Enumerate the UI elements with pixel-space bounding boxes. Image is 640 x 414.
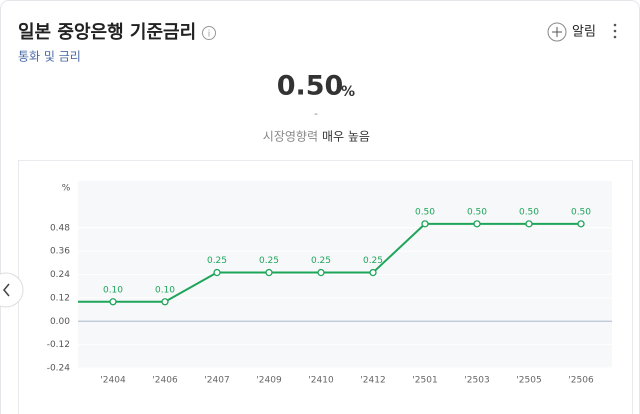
x-tick-label: '2404 — [100, 376, 126, 386]
value-label: 0.25 — [259, 256, 279, 266]
y-tick-label: -0.24 — [47, 364, 71, 374]
value-label: 0.10 — [103, 285, 123, 295]
current-unit: % — [341, 84, 355, 100]
y-tick-label: 0.48 — [50, 223, 70, 233]
point — [473, 220, 481, 228]
x-tick-label: '2505 — [516, 376, 541, 386]
subtitle: 통화 및 금리 — [18, 50, 81, 64]
y-unit: % — [62, 184, 71, 194]
point — [369, 268, 377, 277]
point — [525, 220, 533, 228]
impact-label: 시장영향력 — [263, 130, 318, 144]
point — [109, 298, 117, 306]
y-tick-label: 0.36 — [50, 247, 70, 257]
y-tick-label: 0.24 — [50, 270, 70, 280]
prev-button[interactable] — [0, 272, 24, 308]
prev-arrow — [3, 283, 10, 297]
value-label: 0.50 — [519, 207, 539, 217]
current-value: 0.50 — [277, 71, 344, 102]
point — [161, 298, 169, 306]
plus-icon — [547, 22, 567, 42]
x-tick-label: '2412 — [360, 376, 385, 386]
y-tick-label: -0.12 — [47, 340, 70, 350]
value-label: 0.25 — [207, 256, 227, 266]
point — [577, 220, 585, 228]
info-glyph: i — [208, 30, 211, 40]
value-label: 0.50 — [415, 207, 435, 217]
y-tick-label: 0.00 — [50, 317, 70, 327]
value-label: 0.50 — [571, 207, 591, 217]
title: 일본 중앙은행 기준금리 — [18, 22, 196, 43]
plot: % -0.24 -0.12 0.00 0.12 0.24 0.36 0.48 '2404 '240… — [47, 184, 612, 386]
impact-value: 매우 높음 — [322, 130, 370, 144]
point — [265, 268, 273, 277]
point — [213, 268, 221, 277]
value-label: 0.10 — [155, 285, 175, 295]
x-tick-label: '2410 — [308, 376, 334, 386]
value-label: 0.25 — [311, 256, 331, 266]
alert-button[interactable]: 알림 — [547, 22, 596, 42]
x-tick-label: '2506 — [568, 376, 594, 386]
x-tick-label: '2406 — [152, 376, 178, 386]
x-tick-label: '2503 — [464, 376, 489, 386]
more-menu[interactable] — [613, 23, 617, 39]
x-tick-label: '2501 — [412, 376, 437, 386]
series-line — [113, 222, 581, 303]
point — [421, 220, 429, 228]
plus-glyph — [552, 27, 562, 37]
x-tick-label: '2407 — [204, 376, 229, 386]
point — [317, 268, 325, 277]
info-icon[interactable] — [202, 26, 216, 40]
value-label: 0.25 — [363, 256, 383, 266]
y-tick-label: 0.12 — [50, 293, 70, 303]
value-label: 0.50 — [467, 207, 487, 217]
alert-label: 알림 — [572, 25, 596, 40]
x-tick-label: '2409 — [256, 376, 282, 386]
change: - — [314, 107, 318, 120]
